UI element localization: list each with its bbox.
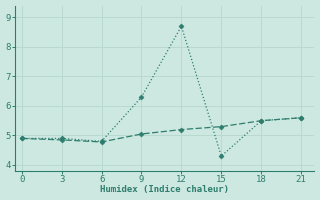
X-axis label: Humidex (Indice chaleur): Humidex (Indice chaleur) xyxy=(100,185,229,194)
